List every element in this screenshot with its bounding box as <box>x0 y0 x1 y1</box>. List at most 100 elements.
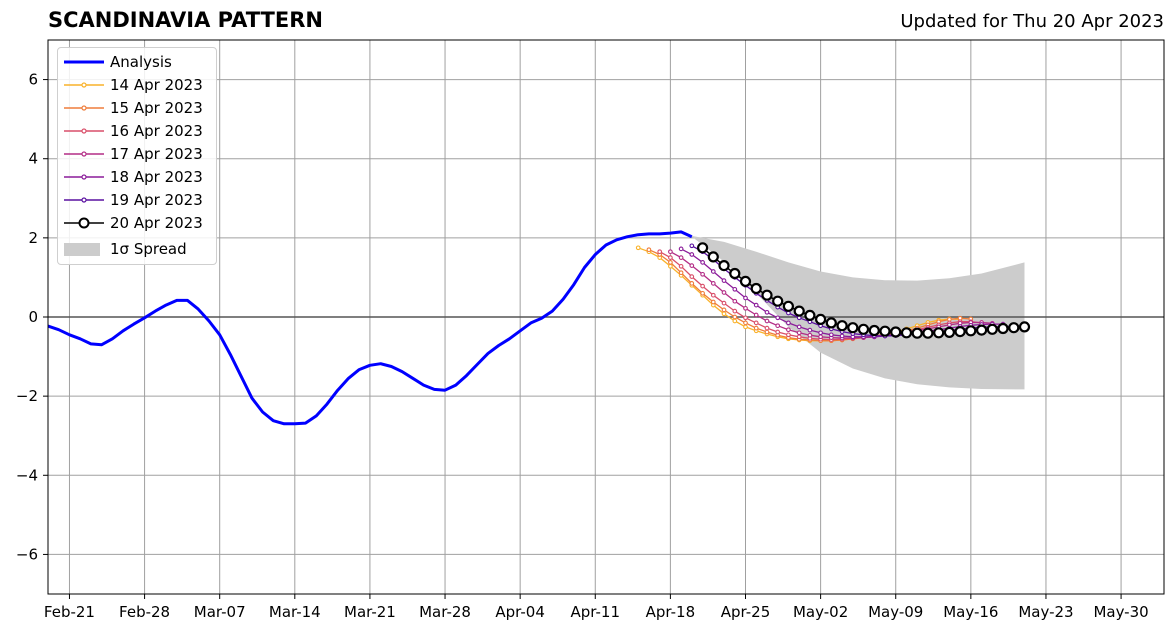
forecast-marker <box>678 246 684 252</box>
x-tick-label: May-16 <box>943 603 998 621</box>
forecast-marker <box>743 305 748 311</box>
forecast-marker-latest <box>825 317 837 329</box>
forecast-marker-latest <box>954 326 966 338</box>
forecast-marker <box>700 260 705 265</box>
legend-label-analysis: Analysis <box>110 53 172 71</box>
legend-item-14apr: 14 Apr 2023 <box>58 74 218 96</box>
forecast-marker-latest <box>933 327 945 339</box>
forecast-marker <box>710 299 716 305</box>
forecast-marker <box>689 263 695 268</box>
forecast-marker-latest <box>879 325 891 337</box>
forecast-marker <box>689 281 695 286</box>
forecast-marker <box>710 292 716 298</box>
legend-label-18apr: 18 Apr 2023 <box>110 168 203 186</box>
legend-label-19apr: 19 Apr 2023 <box>110 191 203 209</box>
forecast-marker <box>839 333 845 339</box>
y-tick-label: 0 <box>28 308 38 326</box>
forecast-marker-latest <box>836 320 848 332</box>
legend-label-14apr: 14 Apr 2023 <box>110 76 203 94</box>
forecast-marker <box>786 320 791 326</box>
forecast-marker-latest <box>761 289 773 301</box>
forecast-marker <box>700 283 705 289</box>
forecast-marker <box>743 324 748 330</box>
forecast-marker-latest <box>900 327 913 339</box>
forecast-marker-latest <box>793 305 805 317</box>
forecast-marker-latest <box>739 275 752 287</box>
x-tick-label: Apr-11 <box>571 603 621 621</box>
legend-item-18apr: 18 Apr 2023 <box>58 166 218 188</box>
y-tick-label: 6 <box>28 71 38 89</box>
forecast-marker <box>753 312 759 318</box>
legend-line-15apr <box>64 105 104 111</box>
y-tick-label: −4 <box>16 466 38 484</box>
forecast-marker <box>689 252 695 257</box>
forecast-marker <box>753 325 759 331</box>
legend-item-spread: 1σ Spread <box>58 238 218 260</box>
forecast-marker-latest <box>965 325 977 337</box>
forecast-marker-latest <box>782 300 795 312</box>
forecast-marker-latest <box>847 322 859 334</box>
forecast-marker <box>721 290 727 295</box>
forecast-marker-latest <box>707 251 719 263</box>
forecast-marker <box>635 245 641 251</box>
forecast-marker <box>732 298 738 304</box>
forecast-marker <box>700 271 705 277</box>
forecast-marker <box>764 329 770 335</box>
y-tick-label: 4 <box>28 150 38 168</box>
y-tick-label: −2 <box>16 387 38 405</box>
x-tick-label: Apr-04 <box>495 603 545 621</box>
forecast-marker <box>657 249 663 255</box>
forecast-marker <box>732 286 738 292</box>
forecast-marker-latest <box>997 322 1009 335</box>
x-tick-label: May-23 <box>1018 603 1073 621</box>
forecast-marker <box>753 320 759 326</box>
forecast-marker-latest <box>943 326 956 338</box>
legend-line-19apr <box>64 197 104 203</box>
forecast-marker <box>764 309 770 315</box>
forecast-marker <box>700 290 705 296</box>
x-tick-label: Mar-07 <box>194 603 246 621</box>
forecast-marker <box>775 315 781 321</box>
forecast-marker <box>807 327 813 333</box>
forecast-marker-latest <box>718 260 730 272</box>
forecast-marker <box>646 247 652 253</box>
legend-label-17apr: 17 Apr 2023 <box>110 145 203 163</box>
legend-line-14apr <box>64 82 104 88</box>
x-tick-label: May-09 <box>868 603 923 621</box>
forecast-marker-latest <box>975 324 988 336</box>
x-tick-label: Mar-28 <box>419 603 471 621</box>
legend: Analysis 14 Apr 2023 15 Apr 2023 16 Apr … <box>57 47 217 265</box>
forecast-marker <box>743 295 748 301</box>
forecast-marker <box>818 334 823 340</box>
forecast-marker <box>807 332 813 338</box>
forecast-marker <box>668 260 673 265</box>
forecast-marker-latest <box>890 326 902 338</box>
chart-title: SCANDINAVIA PATTERN <box>48 8 323 32</box>
legend-label-spread: 1σ Spread <box>110 240 187 258</box>
forecast-marker-latest <box>986 323 998 335</box>
forecast-marker <box>786 327 791 333</box>
forecast-marker <box>818 330 823 336</box>
forecast-marker <box>678 255 684 260</box>
forecast-marker <box>668 263 673 269</box>
forecast-marker-latest <box>804 309 816 321</box>
forecast-marker <box>732 308 738 314</box>
forecast-marker <box>796 334 802 340</box>
forecast-marker <box>828 332 834 338</box>
forecast-marker-latest <box>1008 322 1020 334</box>
x-tick-label: Mar-14 <box>269 603 321 621</box>
legend-item-20apr: 20 Apr 2023 <box>58 212 218 234</box>
forecast-marker <box>764 318 770 324</box>
forecast-marker-latest <box>857 323 870 335</box>
x-tick-label: May-02 <box>793 603 848 621</box>
legend-label-16apr: 16 Apr 2023 <box>110 122 203 140</box>
forecast-marker-latest <box>729 267 741 280</box>
forecast-marker <box>668 255 673 260</box>
forecast-marker <box>743 320 748 326</box>
x-tick-label: Apr-18 <box>646 603 696 621</box>
legend-item-16apr: 16 Apr 2023 <box>58 120 218 142</box>
x-tick-label: Feb-21 <box>44 603 95 621</box>
forecast-marker-latest <box>1018 321 1031 333</box>
forecast-marker-latest <box>750 282 762 295</box>
forecast-marker-latest <box>772 295 784 307</box>
